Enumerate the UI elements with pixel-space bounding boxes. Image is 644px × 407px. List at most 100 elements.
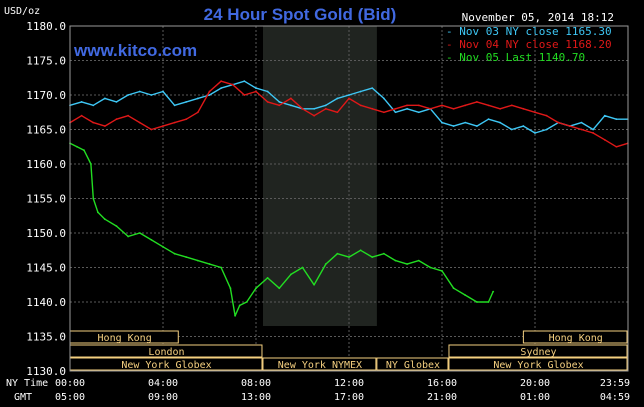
series-1-point [452, 125, 455, 127]
series-3-point [196, 259, 199, 262]
series-1-point [208, 94, 211, 96]
series-2-point [231, 83, 234, 86]
session-bar [376, 357, 449, 371]
series-3-point [220, 266, 223, 269]
series-2-point [336, 111, 339, 114]
series-3-point [208, 263, 211, 265]
series-2-point [127, 114, 130, 117]
session-bar [448, 357, 628, 371]
series-1-point [534, 132, 536, 134]
x-tick-label-ny: 04:00 [148, 378, 178, 389]
x-tick-label-gmt: 04:59 [600, 392, 630, 403]
series-3-point [185, 256, 188, 259]
series-3-point [441, 270, 443, 272]
y-tick-labels: 1180.0 1175.0 1170.0 1165.0 1160.0 1155.0 1150… [26, 20, 66, 378]
series-2-point [301, 107, 304, 110]
series-1-point [289, 104, 292, 107]
series-2-point [545, 114, 548, 117]
series-3-point [429, 266, 432, 269]
series-3-point [301, 266, 304, 269]
series-2-point [510, 104, 513, 107]
series-3-point [150, 239, 153, 241]
series-2-point [452, 107, 455, 110]
ny-time-label: NY Time [6, 378, 48, 389]
series-3-point [103, 218, 106, 221]
legend-entry: - Nov 05 Last 1140.70 [446, 51, 585, 64]
series-2-point [394, 107, 397, 110]
series-1-point [313, 107, 316, 110]
series-2-point [162, 125, 164, 127]
series-3-point [464, 294, 467, 296]
x-tick-label-gmt: 09:00 [148, 392, 178, 403]
series-1-point [103, 97, 106, 100]
series-3-point [487, 301, 490, 303]
series-2-point [173, 121, 176, 124]
series-1-point [394, 111, 397, 114]
series-1-point [324, 104, 327, 107]
series-1-point [196, 97, 199, 100]
series-2-point [92, 121, 95, 124]
y-tick-label: 1150.0 [26, 227, 66, 240]
series-3-point [76, 145, 78, 148]
series-1-point [80, 101, 83, 103]
series-3-point [313, 283, 316, 286]
y-tick-label: 1175.0 [26, 55, 66, 68]
x-tick-label-gmt: 21:00 [427, 392, 457, 403]
series-1-point [603, 114, 606, 117]
series-3-point [97, 211, 99, 214]
series-2-point [522, 107, 525, 110]
series-2-point [580, 128, 583, 131]
x-tick-label-gmt: 17:00 [334, 392, 364, 403]
chart-title: 24 Hour Spot Gold (Bid) [204, 5, 397, 24]
series-3-point [83, 149, 85, 152]
x-tick-label-ny: 08:00 [241, 378, 271, 389]
series-3-point [452, 287, 455, 290]
series-1-point [220, 87, 223, 89]
session-label: Sydney [520, 347, 556, 358]
series-1-point [92, 104, 95, 107]
y-tick-label: 1145.0 [26, 262, 66, 275]
plot-border [69, 25, 629, 372]
series-3-point [348, 256, 350, 259]
series-3-point [289, 273, 292, 276]
series-3-point [266, 276, 269, 279]
series-3-point [336, 252, 339, 255]
series-2-point [615, 145, 618, 148]
series-1-point [499, 121, 502, 124]
series-1-point [441, 121, 443, 124]
series-2-point [196, 111, 199, 114]
night-band [262, 26, 377, 326]
series-2-point [220, 80, 223, 83]
y-tick-label: 1160.0 [26, 158, 66, 171]
series-3-point [406, 263, 409, 265]
x-tick-label-ny: 00:00 [55, 378, 85, 389]
series-1-point [371, 87, 374, 89]
series-3-point [278, 287, 281, 290]
series-1-point [615, 118, 618, 121]
series-2-point [80, 114, 83, 117]
x-tick-label-ny: 16:00 [427, 378, 457, 389]
series-1-point [150, 94, 153, 96]
series-1-point [487, 118, 490, 121]
series-1-point [522, 125, 525, 127]
series-1-point [127, 94, 130, 96]
y-tick-label: 1155.0 [26, 193, 66, 206]
series-2-point [382, 111, 385, 114]
series-1-point [255, 87, 257, 89]
session-label: NY Globex [386, 360, 440, 371]
series-1-point [162, 90, 164, 93]
series-3-point [162, 245, 164, 248]
series-layer [69, 80, 629, 317]
session-bar [522, 330, 628, 344]
series-3-point [324, 263, 327, 265]
x-tick-label-gmt: 13:00 [241, 392, 271, 403]
gmt-label: GMT [14, 392, 32, 403]
y-tick-label: 1135.0 [26, 331, 66, 344]
series-2-point [417, 104, 420, 107]
series-3-point [138, 232, 141, 234]
legend-entry: - Nov 04 NY close 1168.20 [446, 38, 612, 51]
series-2-point [568, 125, 571, 127]
series-2-point [592, 132, 595, 134]
series-1-point [475, 125, 478, 127]
timestamp: November 05, 2014 18:12 [462, 11, 614, 24]
